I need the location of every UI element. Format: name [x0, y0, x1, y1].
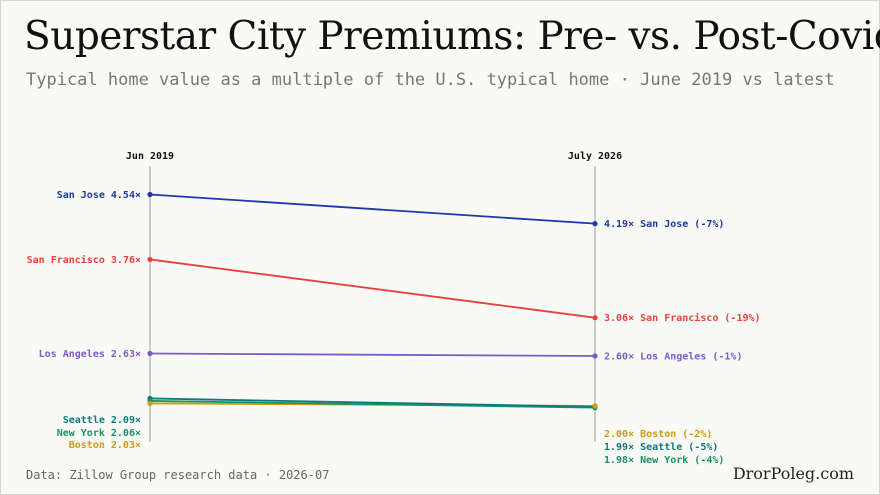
- series-line: [149, 193, 596, 225]
- data-source: Data: Zillow Group research data · 2026-…: [26, 468, 330, 482]
- series-line: [149, 400, 596, 409]
- data-point: [147, 400, 153, 407]
- chart-subtitle: Typical home value as a multiple of the …: [26, 70, 835, 90]
- series-label-right: 2.60× Los Angeles (-1%): [604, 351, 742, 362]
- series-label-left: New York 2.06×: [57, 428, 141, 439]
- data-point: [592, 221, 598, 227]
- data-point: [147, 191, 153, 198]
- data-point: [147, 350, 153, 357]
- series-label-right: 4.19× San Jose (-7%): [604, 219, 724, 230]
- data-point: [592, 315, 598, 321]
- series-line: [149, 352, 596, 357]
- series-label-left: Seattle 2.09×: [63, 415, 141, 426]
- chart-title: Superstar City Premiums: Pre- vs. Post-C…: [24, 14, 880, 59]
- data-point: [147, 256, 153, 263]
- series-label-right: 1.99× Seattle (-5%): [604, 442, 718, 453]
- data-point: [592, 353, 598, 359]
- series-label-right: 2.00× Boston (-2%): [604, 429, 712, 440]
- data-point: [592, 403, 598, 409]
- series-label-left: Boston 2.03×: [69, 440, 141, 451]
- brand-logo: DrorPoleg.com: [732, 464, 854, 483]
- series-line: [149, 258, 596, 319]
- series-label-left: San Jose 4.54×: [57, 190, 141, 201]
- series-label-left: Los Angeles 2.63×: [39, 349, 141, 360]
- series-label-right: 1.98× New York (-4%): [604, 455, 724, 466]
- axis-label-right: July 2026: [568, 151, 622, 162]
- series-line: [149, 397, 596, 408]
- series-label-left: San Francisco 3.76×: [27, 254, 141, 266]
- axis-label-left: Jun 2019: [126, 151, 174, 162]
- series-label-right: 3.06× San Francisco (-19%): [604, 312, 761, 324]
